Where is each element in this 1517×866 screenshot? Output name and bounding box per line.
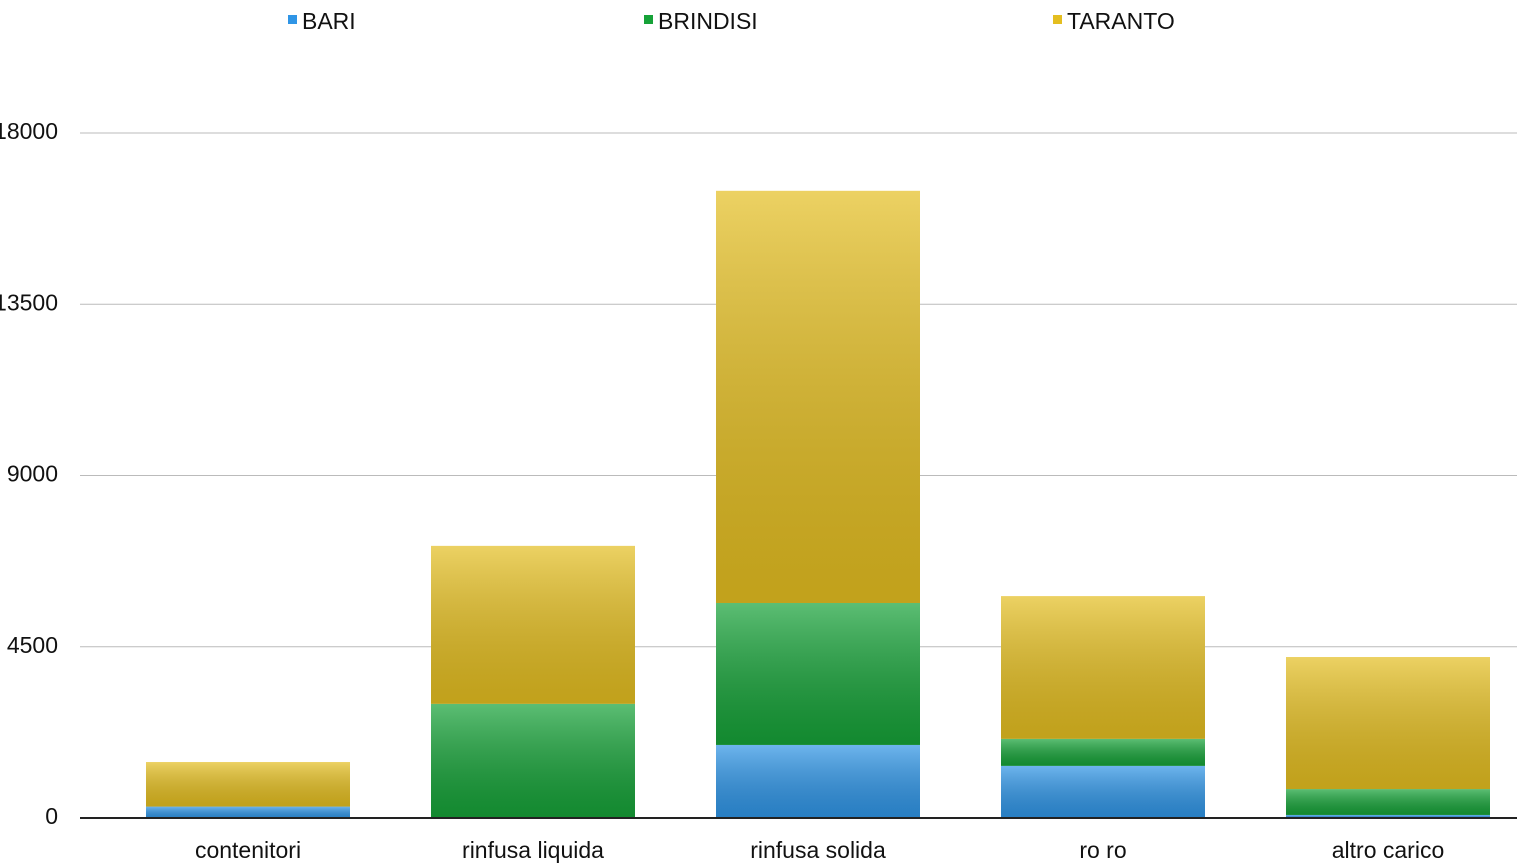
x-tick-label: rinfusa liquida	[462, 837, 604, 863]
x-tick-label: ro ro	[1079, 837, 1126, 863]
y-tick-label: 0	[45, 803, 58, 829]
x-tick-label: contenitori	[195, 837, 301, 863]
y-tick-label: 13500	[0, 289, 58, 315]
y-tick-label: 18000	[0, 118, 58, 144]
bar-shade	[1286, 814, 1490, 818]
bar-shade	[1001, 738, 1205, 766]
bar-shade	[146, 806, 350, 818]
bar-shade	[716, 190, 920, 603]
legend-swatch	[644, 15, 653, 24]
legend-label: BRINDISI	[658, 8, 758, 34]
legend-label: BARI	[302, 8, 356, 34]
legend-swatch	[1053, 15, 1062, 24]
bar-shade	[716, 744, 920, 818]
y-tick-label: 4500	[7, 632, 58, 658]
bar-shade	[716, 602, 920, 745]
bar-shade	[1286, 789, 1490, 815]
legend-swatch	[288, 15, 297, 24]
bar-shade	[431, 545, 635, 704]
x-tick-label: rinfusa solida	[750, 837, 886, 863]
bar-shade	[1001, 596, 1205, 739]
bar-shade	[1286, 657, 1490, 790]
legend-label: TARANTO	[1067, 8, 1175, 34]
bar-shade	[431, 703, 635, 818]
bar-shade	[1001, 765, 1205, 818]
x-tick-label: altro carico	[1332, 837, 1444, 863]
y-tick-label: 9000	[7, 461, 58, 487]
bar-shade	[146, 762, 350, 807]
